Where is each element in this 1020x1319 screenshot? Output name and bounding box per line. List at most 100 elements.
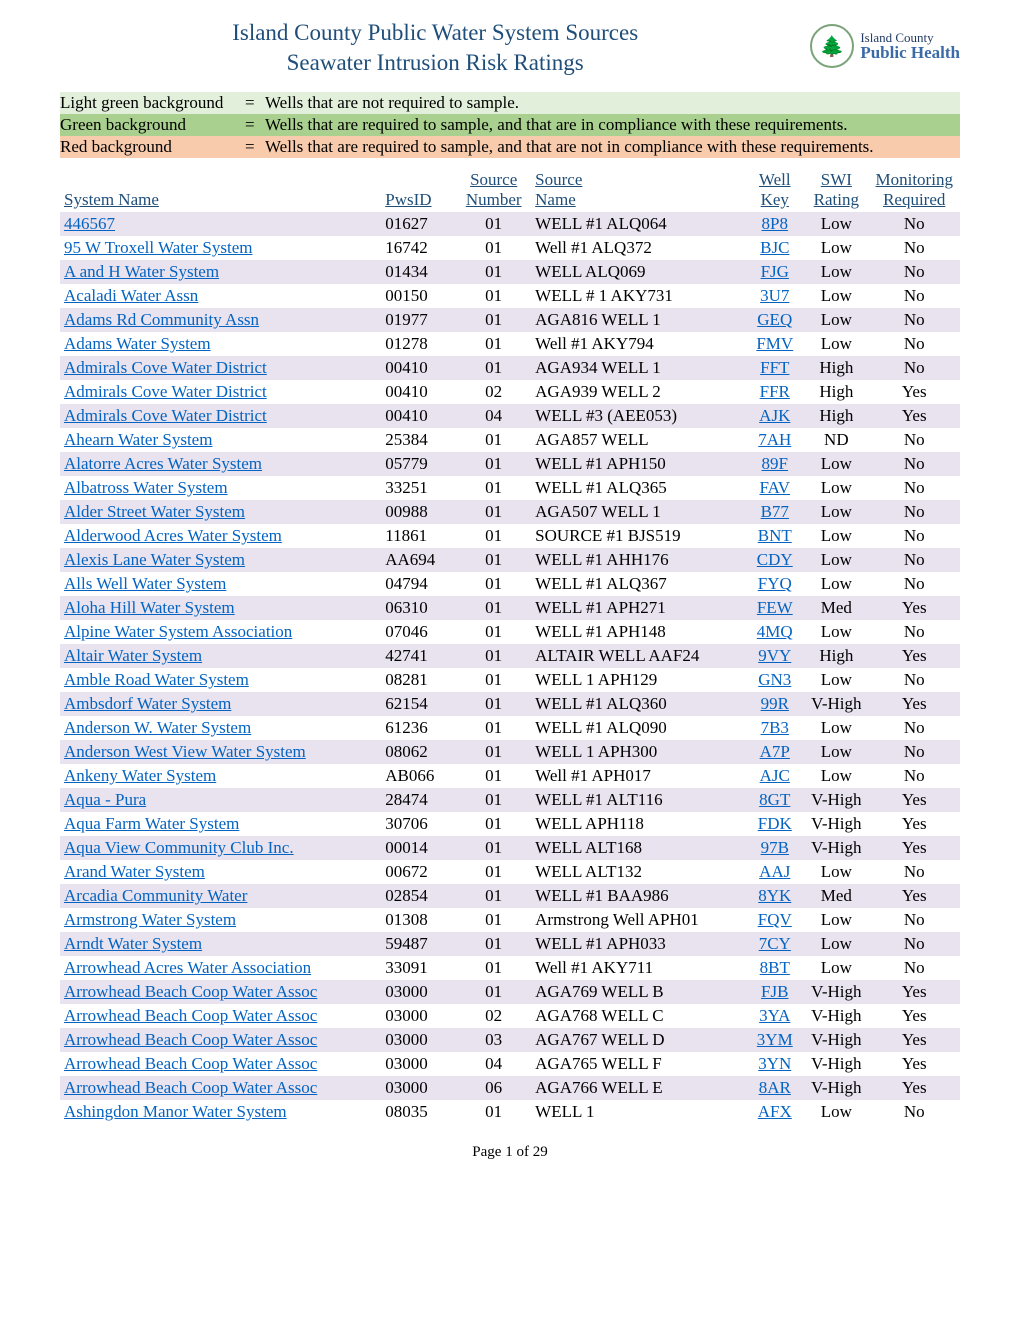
well-key-link[interactable]: 7B3 (761, 718, 789, 737)
system-name-link[interactable]: Anderson West View Water System (64, 742, 306, 761)
pwsid-cell: 03000 (381, 1052, 456, 1076)
well-key-link[interactable]: 9VY (758, 646, 791, 665)
system-name-link[interactable]: Arrowhead Beach Coop Water Assoc (64, 1078, 317, 1097)
system-name-link[interactable]: Alexis Lane Water System (64, 550, 245, 569)
well-key-link[interactable]: 7AH (758, 430, 791, 449)
col-system-name[interactable]: System Name (60, 168, 381, 212)
source-number-cell: 01 (456, 740, 531, 764)
well-key-link[interactable]: 8P8 (762, 214, 788, 233)
system-name-link[interactable]: Arrowhead Beach Coop Water Assoc (64, 1030, 317, 1049)
system-name-link[interactable]: Arrowhead Beach Coop Water Assoc (64, 1006, 317, 1025)
system-name-link[interactable]: Ankeny Water System (64, 766, 216, 785)
system-name-link[interactable]: 95 W Troxell Water System (64, 238, 252, 257)
well-key-link[interactable]: 8BT (760, 958, 790, 977)
well-key-link[interactable]: AJC (760, 766, 790, 785)
legend-eq: = (245, 93, 265, 113)
swi-rating-cell: Low (804, 860, 868, 884)
system-name-link[interactable]: Aqua - Pura (64, 790, 146, 809)
col-monitoring[interactable]: Monitoring Required (868, 168, 960, 212)
system-name-link[interactable]: A and H Water System (64, 262, 219, 281)
well-key-link[interactable]: 3U7 (760, 286, 789, 305)
pwsid-cell: 01434 (381, 260, 456, 284)
well-key-link[interactable]: FJG (761, 262, 789, 281)
col-src-name-bot: Name (535, 190, 576, 209)
well-key-link[interactable]: FFT (760, 358, 789, 377)
swi-rating-cell: Med (804, 596, 868, 620)
col-source-number[interactable]: Source Number (456, 168, 531, 212)
system-name-link[interactable]: Ashingdon Manor Water System (64, 1102, 287, 1121)
well-key-link[interactable]: BNT (758, 526, 792, 545)
system-name-link[interactable]: Arand Water System (64, 862, 205, 881)
system-name-link[interactable]: Adams Water System (64, 334, 211, 353)
system-name-link[interactable]: Adams Rd Community Assn (64, 310, 259, 329)
system-name-link[interactable]: Alls Well Water System (64, 574, 226, 593)
system-name-link[interactable]: Admirals Cove Water District (64, 406, 267, 425)
pwsid-cell: 00150 (381, 284, 456, 308)
source-number-cell: 01 (456, 884, 531, 908)
source-number-cell: 01 (456, 932, 531, 956)
well-key-link[interactable]: 89F (762, 454, 788, 473)
well-key-link[interactable]: 99R (761, 694, 789, 713)
system-name-link[interactable]: Amble Road Water System (64, 670, 249, 689)
system-name-link[interactable]: Acaladi Water Assn (64, 286, 198, 305)
system-name-link[interactable]: Ambsdorf Water System (64, 694, 231, 713)
well-key-link[interactable]: A7P (760, 742, 790, 761)
pwsid-cell: 01627 (381, 212, 456, 236)
system-name-link[interactable]: Anderson W. Water System (64, 718, 251, 737)
col-source-name[interactable]: Source Name (531, 168, 745, 212)
col-swi-rating[interactable]: SWI Rating (804, 168, 868, 212)
well-key-link[interactable]: FEW (757, 598, 793, 617)
system-name-link[interactable]: Altair Water System (64, 646, 202, 665)
well-key-link[interactable]: 4MQ (757, 622, 793, 641)
system-name-link[interactable]: Admirals Cove Water District (64, 358, 267, 377)
well-key-link[interactable]: FFR (760, 382, 790, 401)
well-key-link[interactable]: FAV (759, 478, 790, 497)
well-key-link[interactable]: FDK (758, 814, 792, 833)
system-name-link[interactable]: Alderwood Acres Water System (64, 526, 282, 545)
well-key-link[interactable]: FQV (758, 910, 792, 929)
well-key-link[interactable]: GN3 (758, 670, 791, 689)
system-name-link[interactable]: Aqua View Community Club Inc. (64, 838, 294, 857)
system-name-link[interactable]: Aqua Farm Water System (64, 814, 239, 833)
well-key-link[interactable]: 8YK (758, 886, 791, 905)
well-key-link[interactable]: AAJ (759, 862, 790, 881)
well-key-link[interactable]: 8AR (759, 1078, 791, 1097)
well-key-link[interactable]: FMV (756, 334, 793, 353)
system-name-link[interactable]: Arrowhead Acres Water Association (64, 958, 311, 977)
well-key-link[interactable]: BJC (760, 238, 789, 257)
system-name-link[interactable]: Arrowhead Beach Coop Water Assoc (64, 1054, 317, 1073)
well-key-link[interactable]: GEQ (757, 310, 792, 329)
swi-rating-cell: High (804, 380, 868, 404)
col-pwsid[interactable]: PwsID (381, 168, 456, 212)
well-key-link[interactable]: 3YN (758, 1054, 791, 1073)
system-name-link[interactable]: Arndt Water System (64, 934, 202, 953)
col-well-key[interactable]: Well Key (745, 168, 804, 212)
source-number-cell: 01 (456, 908, 531, 932)
table-row: Aqua View Community Club Inc.0001401WELL… (60, 836, 960, 860)
system-name-link[interactable]: Alder Street Water System (64, 502, 245, 521)
source-number-cell: 01 (456, 1100, 531, 1124)
system-name-link[interactable]: Admirals Cove Water District (64, 382, 267, 401)
well-key-link[interactable]: AFX (758, 1102, 792, 1121)
system-name-link[interactable]: Ahearn Water System (64, 430, 212, 449)
system-name-link[interactable]: Albatross Water System (64, 478, 228, 497)
system-name-link[interactable]: Arrowhead Beach Coop Water Assoc (64, 982, 317, 1001)
well-key-link[interactable]: 97B (761, 838, 789, 857)
well-key-link[interactable]: B77 (761, 502, 789, 521)
well-key-link[interactable]: CDY (757, 550, 793, 569)
system-name-link[interactable]: Aloha Hill Water System (64, 598, 235, 617)
well-key-link[interactable]: FJB (761, 982, 788, 1001)
well-key-link[interactable]: FYQ (758, 574, 792, 593)
well-key-link[interactable]: AJK (759, 406, 790, 425)
system-name-link[interactable]: Arcadia Community Water (64, 886, 247, 905)
well-key-link[interactable]: 3YA (759, 1006, 790, 1025)
source-name-cell: WELL #1 ALQ367 (531, 572, 745, 596)
system-name-link[interactable]: Alpine Water System Association (64, 622, 292, 641)
source-number-cell: 01 (456, 860, 531, 884)
system-name-link[interactable]: Alatorre Acres Water System (64, 454, 262, 473)
well-key-link[interactable]: 8GT (759, 790, 790, 809)
system-name-link[interactable]: 446567 (64, 214, 115, 233)
well-key-link[interactable]: 7CY (759, 934, 791, 953)
system-name-link[interactable]: Armstrong Water System (64, 910, 236, 929)
well-key-link[interactable]: 3YM (757, 1030, 793, 1049)
